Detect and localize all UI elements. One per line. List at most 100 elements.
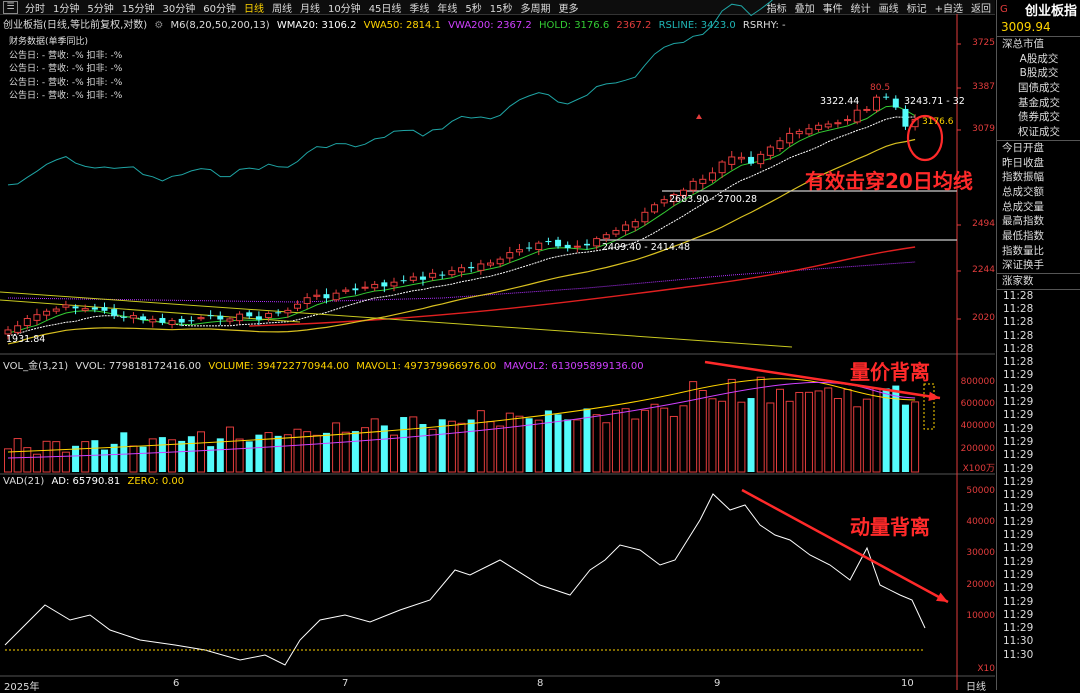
price-axis-label: 3387 [972, 82, 995, 92]
quote-item[interactable]: 基金成交 [1018, 96, 1060, 109]
candle-body [670, 194, 678, 203]
vvol-value: VVOL: 779818172416.00 [75, 361, 202, 372]
volume-bar [129, 445, 138, 473]
candle-body [246, 312, 253, 317]
quote-item[interactable]: 今日开盘 [997, 139, 1080, 156]
tool-button[interactable]: +自选 [934, 3, 963, 15]
quote-item[interactable]: 指数量比 [1002, 244, 1044, 257]
quote-item[interactable]: 最低指数 [1002, 229, 1044, 242]
quote-item[interactable]: 最高指数 [1002, 215, 1044, 228]
candle-body [217, 315, 224, 320]
candle-body [545, 241, 552, 243]
volume-axis-label: 400000 [960, 421, 995, 431]
volume-bar [61, 451, 70, 473]
candle-body [602, 234, 610, 239]
volume-bar [853, 406, 862, 473]
quote-item[interactable]: 权证成交 [1018, 126, 1060, 139]
quote-item[interactable]: 深总市值 [1002, 38, 1044, 50]
tool-button[interactable]: 返回 [971, 3, 991, 15]
candle-body [487, 262, 494, 266]
trendline [0, 291, 793, 348]
tick-time: 11:29 [1003, 382, 1034, 395]
period-tab[interactable]: 更多 [558, 3, 579, 15]
period-tab[interactable]: 45日线 [368, 3, 402, 15]
rsrhy-value: RSRHY: - [742, 20, 786, 31]
period-tab[interactable]: 月线 [299, 3, 320, 15]
tick-time: 11:29 [1003, 409, 1034, 422]
ma-red-line [249, 246, 916, 327]
vad-title: VAD(21) [3, 476, 45, 487]
period-tab[interactable]: 30分钟 [162, 3, 196, 15]
period-tab[interactable]: 年线 [437, 3, 458, 15]
tool-button[interactable]: 标记 [906, 3, 927, 15]
candle-body [129, 315, 137, 319]
period-tab[interactable]: 季线 [409, 3, 430, 15]
candle-body [265, 312, 273, 318]
period-tab[interactable]: 10分钟 [327, 3, 361, 15]
volume-axis-label: 800000 [960, 377, 995, 387]
menu-icon[interactable]: ☰ [3, 0, 18, 14]
candle-body [526, 247, 533, 249]
tool-button[interactable]: 画线 [878, 3, 899, 15]
volume-highlight [923, 383, 935, 430]
volume-bar [322, 432, 330, 472]
volume-bar [72, 445, 80, 472]
period-tab[interactable]: 1分钟 [53, 3, 80, 15]
volume-bar [447, 420, 456, 473]
candle-body [361, 286, 369, 289]
x-label: 2025年 [4, 682, 40, 693]
period-tab[interactable]: 日线 [243, 3, 264, 15]
quote-item[interactable]: A股成交 [1019, 52, 1059, 65]
volume-bar [650, 403, 659, 473]
candle-body [352, 288, 359, 291]
volume-bar [467, 419, 475, 472]
period-tab[interactable]: 5秒 [465, 3, 482, 15]
mavol1-value: MAVOL1: 497379966976.00 [356, 361, 497, 372]
quote-item[interactable]: 深证换手 [1002, 259, 1044, 272]
quote-item[interactable]: B股成交 [1019, 67, 1059, 80]
index-name: 创业板指 [1024, 3, 1077, 19]
candle-body [197, 317, 205, 320]
volume-bar [101, 449, 108, 472]
volume-bar [476, 410, 485, 473]
period-tab[interactable]: 多周期 [520, 3, 551, 15]
quote-item[interactable]: 指数振幅 [1002, 171, 1044, 184]
quote-item[interactable]: 总成交额 [1002, 185, 1044, 198]
tick-time: 11:28 [1003, 329, 1034, 342]
candle-body [515, 249, 523, 253]
period-tab[interactable]: 15秒 [489, 3, 513, 15]
quote-item[interactable]: 国债成交 [1018, 82, 1060, 95]
period-tab[interactable]: 5分钟 [87, 3, 114, 15]
volume-bar [911, 401, 920, 473]
volume-bar [457, 422, 466, 473]
period-tab[interactable]: 60分钟 [203, 3, 236, 15]
tool-button[interactable]: 叠加 [794, 3, 815, 15]
volume-bar [640, 409, 649, 473]
x-unit: 日线 [966, 682, 986, 693]
settings-icon[interactable]: ⚙ [154, 20, 164, 31]
quote-item[interactable]: 涨家数 [997, 273, 1080, 289]
tick-time: 11:29 [1003, 396, 1034, 409]
annotation-arrow [741, 488, 949, 604]
quote-item[interactable]: 昨日收盘 [1002, 156, 1044, 169]
period-tab[interactable]: 周线 [271, 3, 292, 15]
candle-body [275, 312, 282, 314]
candle-body [748, 156, 755, 164]
tool-button[interactable]: 事件 [822, 3, 843, 15]
period-tab[interactable]: 分时 [25, 3, 45, 15]
high-label: 80.5 [870, 83, 891, 93]
annotation-price-volume: 量价背离 [850, 360, 930, 384]
volume-bar [544, 410, 552, 472]
tool-button[interactable]: 指标 [766, 3, 787, 15]
volume-bar [81, 441, 90, 473]
period-tab[interactable]: 15分钟 [121, 3, 155, 15]
quote-item[interactable]: 债券成交 [1018, 111, 1060, 124]
quote-item[interactable]: 总成交量 [1002, 200, 1044, 213]
tool-button[interactable]: 统计 [850, 3, 871, 15]
kline-chart[interactable] [0, 0, 995, 690]
rsline [7, 0, 773, 186]
vwa200-value: VWA200: 2367.2 [448, 20, 532, 31]
annotation-arrow [704, 360, 941, 400]
tick-time: 11:28 [1003, 342, 1034, 355]
volume-bar [554, 414, 562, 472]
